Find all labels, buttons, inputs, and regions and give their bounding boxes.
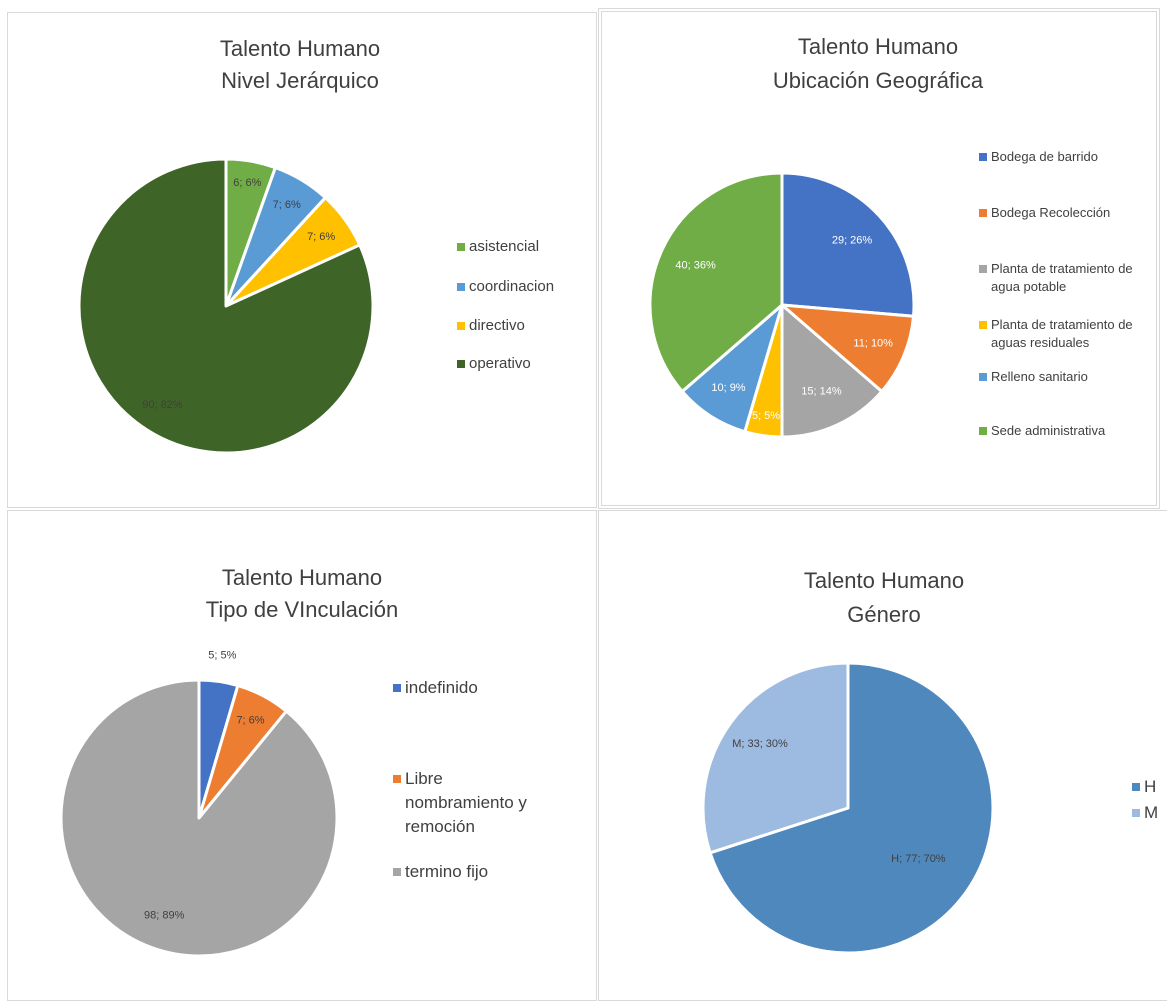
legend-swatch (979, 153, 987, 162)
pie-slice (59, 678, 339, 958)
legend-entry: Bodega de barrido (979, 148, 1159, 166)
legend-swatch (393, 683, 401, 692)
data-label: 5; 5% (752, 410, 780, 422)
legend-entry: Planta de tratamiento de agua potable (979, 260, 1159, 296)
data-label: 90; 82% (142, 399, 183, 411)
panel (7, 12, 597, 508)
pie-slice (780, 303, 916, 393)
legend-swatch (979, 265, 987, 274)
data-label: 5; 5% (208, 649, 236, 661)
data-label: 6; 6% (233, 177, 261, 189)
chart-subtitle: Género (847, 602, 920, 627)
legend-item: Libre nombramiento y remoción (393, 767, 543, 838)
pie-slice (648, 171, 784, 393)
data-label: 7; 6% (236, 714, 264, 726)
legend-item: Bodega de barrido (979, 148, 1159, 166)
legend-item: indefinido (393, 676, 543, 700)
legend-label: termino fijo (405, 862, 489, 881)
legend-swatch (393, 774, 401, 783)
pie-slice (780, 171, 916, 318)
legend-entry: Libre nombramiento y remoción (393, 767, 543, 838)
legend-label: coordinacion (469, 278, 555, 295)
legend-swatch (979, 373, 987, 382)
legend-entry: M (1132, 801, 1166, 825)
panel (601, 11, 1157, 506)
legend-swatch (979, 321, 987, 330)
data-label: 7; 6% (273, 199, 301, 211)
legend-swatch (457, 282, 465, 291)
legend-entry: operativo (457, 353, 587, 374)
legend-entry: asistencial (457, 236, 587, 257)
legend-entry: Sede administrativa (979, 422, 1159, 440)
data-label: 11; 10% (853, 337, 893, 349)
legend-label: asistencial (469, 238, 540, 255)
legend-swatch (457, 359, 465, 368)
data-label: 10; 9% (711, 382, 745, 394)
legend-label: M (1144, 803, 1159, 822)
legend-item: Relleno sanitario (979, 368, 1159, 386)
legend-label: Bodega Recolección (991, 205, 1111, 220)
chart-title: Talento Humano (798, 34, 958, 59)
legend-swatch (393, 867, 401, 876)
panel (598, 510, 1167, 1001)
legend-item: directivo (457, 315, 587, 336)
legend-item: M (1132, 801, 1166, 825)
legend-entry: termino fijo (393, 860, 543, 884)
data-label: 15; 14% (801, 385, 842, 397)
legend-label: Relleno sanitario (991, 369, 1088, 384)
legend-label: H (1144, 777, 1157, 796)
legend-item: operativo (457, 353, 587, 374)
pie-slice (77, 157, 375, 455)
legend-item: Planta de tratamiento de agua potable (979, 260, 1159, 296)
legend-item: asistencial (457, 236, 587, 257)
legend-label: Sede administrativa (991, 423, 1106, 438)
legend-item: Planta de tratamiento de aguas residuale… (979, 316, 1159, 352)
legend-swatch (979, 427, 987, 436)
panel (598, 8, 1160, 509)
legend-item: Bodega Recolección (979, 204, 1159, 222)
legend-entry: H (1132, 775, 1166, 799)
legend-label: indefinido (405, 678, 478, 697)
data-label: 29; 26% (832, 235, 873, 247)
legend-swatch (979, 209, 987, 218)
legend-label: operativo (469, 355, 531, 372)
data-label: H; 77; 70% (891, 853, 946, 865)
pie-slice (780, 303, 884, 439)
legend-swatch (457, 321, 465, 330)
data-label: 98; 89% (144, 909, 185, 921)
chart-subtitle: Nivel Jerárquico (221, 68, 379, 93)
legend-entry: directivo (457, 315, 587, 336)
legend-item: coordinacion (457, 276, 587, 297)
data-label: 40; 36% (675, 259, 716, 271)
data-label: 7; 6% (307, 231, 335, 243)
legend-entry: indefinido (393, 676, 543, 700)
legend-entry: coordinacion (457, 276, 587, 297)
chart-title: Talento Humano (804, 568, 964, 593)
legend-label: Libre nombramiento y remoción (405, 769, 527, 836)
chart-title: Talento Humano (222, 565, 382, 590)
legend-label: directivo (469, 317, 525, 334)
chart-title: Talento Humano (220, 36, 380, 61)
legend-entry: Relleno sanitario (979, 368, 1159, 386)
chart-subtitle: Tipo de VInculación (206, 597, 398, 622)
legend-item: Sede administrativa (979, 422, 1159, 440)
legend-entry: Planta de tratamiento de aguas residuale… (979, 316, 1159, 352)
data-label: M; 33; 30% (732, 738, 788, 750)
legend-swatch (1132, 808, 1140, 817)
legend-item: H (1132, 775, 1166, 799)
pie-slice (701, 661, 850, 855)
legend-item: termino fijo (393, 860, 543, 884)
pie-slice (708, 661, 995, 955)
panel (7, 510, 597, 1001)
legend-label: Bodega de barrido (991, 149, 1098, 164)
legend-label: Planta de tratamiento de agua potable (991, 261, 1133, 295)
legend-swatch (457, 242, 465, 251)
legend-label: Planta de tratamiento de aguas residuale… (991, 317, 1133, 351)
chart-subtitle: Ubicación Geográfica (773, 68, 984, 93)
legend-entry: Bodega Recolección (979, 204, 1159, 222)
legend-swatch (1132, 782, 1140, 791)
